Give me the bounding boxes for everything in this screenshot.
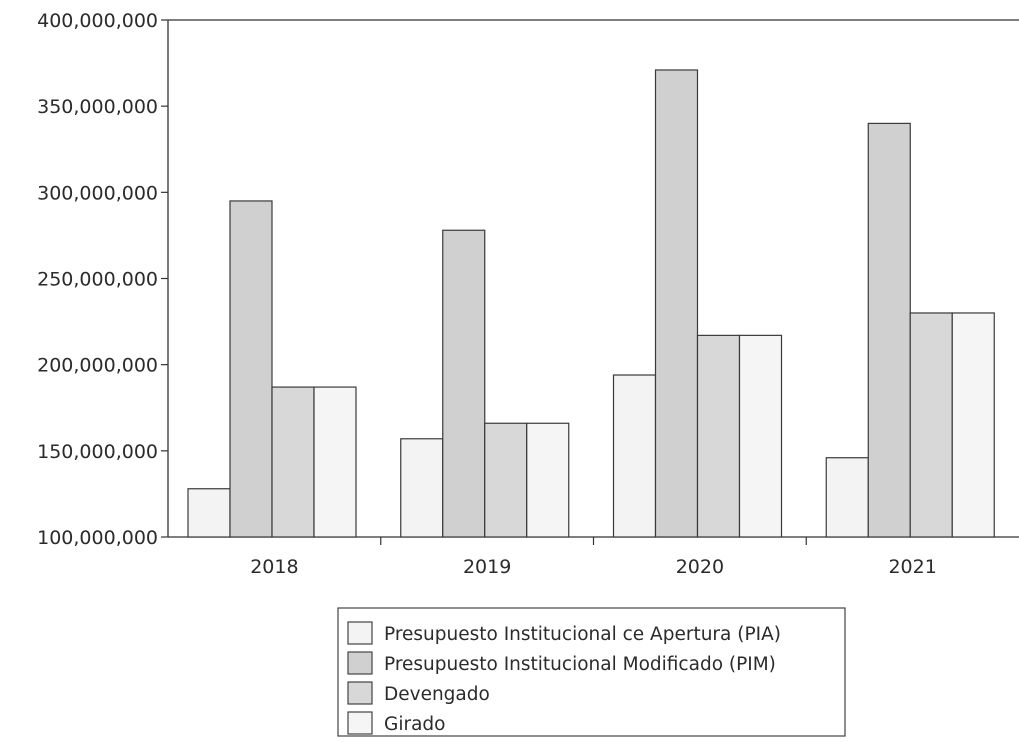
bar: [271, 386, 315, 538]
bar: [229, 200, 273, 538]
legend-label: Devengado: [384, 684, 490, 705]
y-tick-label: 150,000,000: [37, 441, 158, 463]
y-tick-label: 250,000,000: [37, 269, 158, 291]
bar: [825, 457, 869, 538]
legend-label: Presupuesto Institucional ce Apertura (P…: [384, 624, 781, 645]
x-tick-label: 2019: [463, 556, 511, 578]
x-tick-label: 2020: [676, 556, 724, 578]
bar: [696, 334, 741, 538]
x-axis: 2018 2019 2020 2021: [168, 536, 1019, 578]
y-tick-label: 300,000,000: [37, 182, 158, 204]
y-axis: 100,000,000 150,000,000 200,000,000 250,000…: [37, 10, 1019, 549]
y-tick-label: 350,000,000: [37, 96, 158, 118]
bar: [654, 69, 699, 538]
legend-label: Girado: [384, 714, 445, 735]
legend-swatch: [347, 681, 373, 705]
bar: [484, 422, 528, 538]
bar: [526, 422, 570, 538]
bar: [442, 229, 486, 538]
legend-box: [337, 607, 846, 737]
legend: Presupuesto Institucional ce Apertura (P…: [337, 607, 846, 737]
legend-swatch: [347, 711, 373, 735]
legend-label: Presupuesto Institucional Modificado (PI…: [384, 654, 776, 675]
y-tick-label: 100,000,000: [37, 527, 158, 549]
bars-group: [187, 69, 995, 538]
bar: [951, 312, 995, 538]
legend-swatch: [347, 621, 373, 645]
y-tick-label: 200,000,000: [37, 355, 158, 377]
x-tick-label: 2018: [250, 556, 298, 578]
y-tick-label: 400,000,000: [37, 10, 158, 32]
bar: [400, 438, 444, 538]
bar: [612, 374, 657, 538]
bar: [187, 488, 231, 538]
bar: [867, 122, 911, 538]
bar: [909, 312, 953, 538]
bar: [313, 386, 357, 538]
bar: [738, 334, 783, 538]
legend-swatch: [347, 651, 373, 675]
x-tick-label: 2021: [888, 556, 936, 578]
